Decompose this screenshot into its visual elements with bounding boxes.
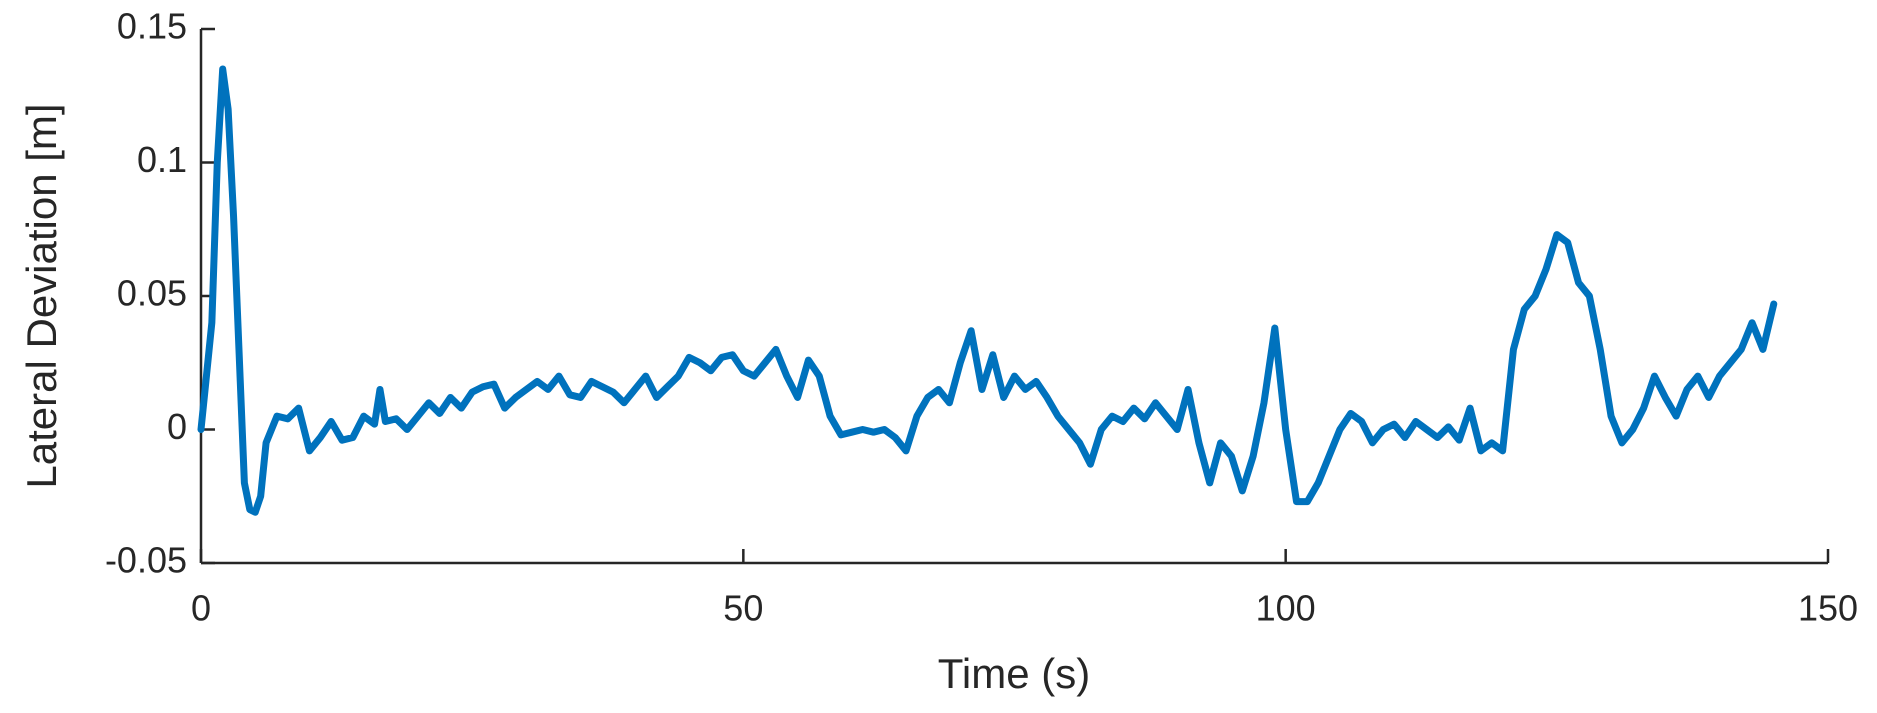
data-line [197,65,1778,516]
x-tick-label: 0 [191,588,211,629]
x-axis-label: Time (s) [938,650,1090,697]
y-tick-label: -0.05 [105,540,187,581]
y-tick-label: 0.05 [117,273,187,314]
y-tick-label: 0.15 [117,6,187,47]
y-axis-label: Lateral Deviation [m] [18,103,65,488]
x-tick-label: 150 [1798,588,1858,629]
y-tick-label: 0.1 [137,139,187,180]
x-tick-label: 100 [1256,588,1316,629]
x-tick-label: 50 [723,588,763,629]
y-tick-label: 0 [167,406,187,447]
